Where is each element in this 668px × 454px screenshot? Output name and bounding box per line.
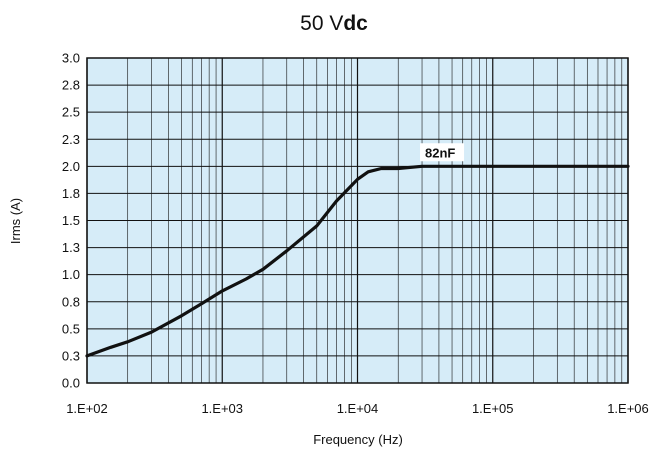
y-tick-label: 1.8	[62, 186, 80, 201]
x-tick-label: 1.E+05	[472, 401, 514, 416]
y-tick-label: 1.5	[62, 213, 80, 228]
x-tick-labels: 1.E+02 1.E+03 1.E+04 1.E+05 1.E+06	[66, 401, 649, 416]
y-tick-label: 1.3	[62, 240, 80, 255]
y-tick-label: 0.5	[62, 321, 80, 336]
y-tick-label: 2.5	[62, 105, 80, 120]
y-tick-label: 0.0	[62, 376, 80, 391]
y-tick-label: 1.0	[62, 267, 80, 282]
y-tick-label: 0.8	[62, 294, 80, 309]
x-tick-label: 1.E+02	[66, 401, 108, 416]
y-tick-label: 0.3	[62, 348, 80, 363]
y-tick-label: 3.0	[62, 51, 80, 66]
x-tick-label: 1.E+03	[201, 401, 243, 416]
y-tick-label: 2.0	[62, 159, 80, 174]
series-annotation-82nf: 82nF	[425, 145, 455, 160]
y-tick-label: 2.8	[62, 78, 80, 93]
y-axis-label: Irms (A)	[8, 198, 23, 244]
y-tick-labels: 0.0 0.3 0.5 0.8 1.0 1.3 1.5 1.8 2.0 2.3 2.5 2.8 3.0	[62, 51, 80, 391]
x-axis-label: Frequency (Hz)	[313, 432, 403, 447]
chart-title: 50 Vdc	[300, 12, 368, 35]
x-tick-label: 1.E+06	[607, 401, 649, 416]
y-tick-label: 2.3	[62, 132, 80, 147]
x-tick-label: 1.E+04	[337, 401, 379, 416]
